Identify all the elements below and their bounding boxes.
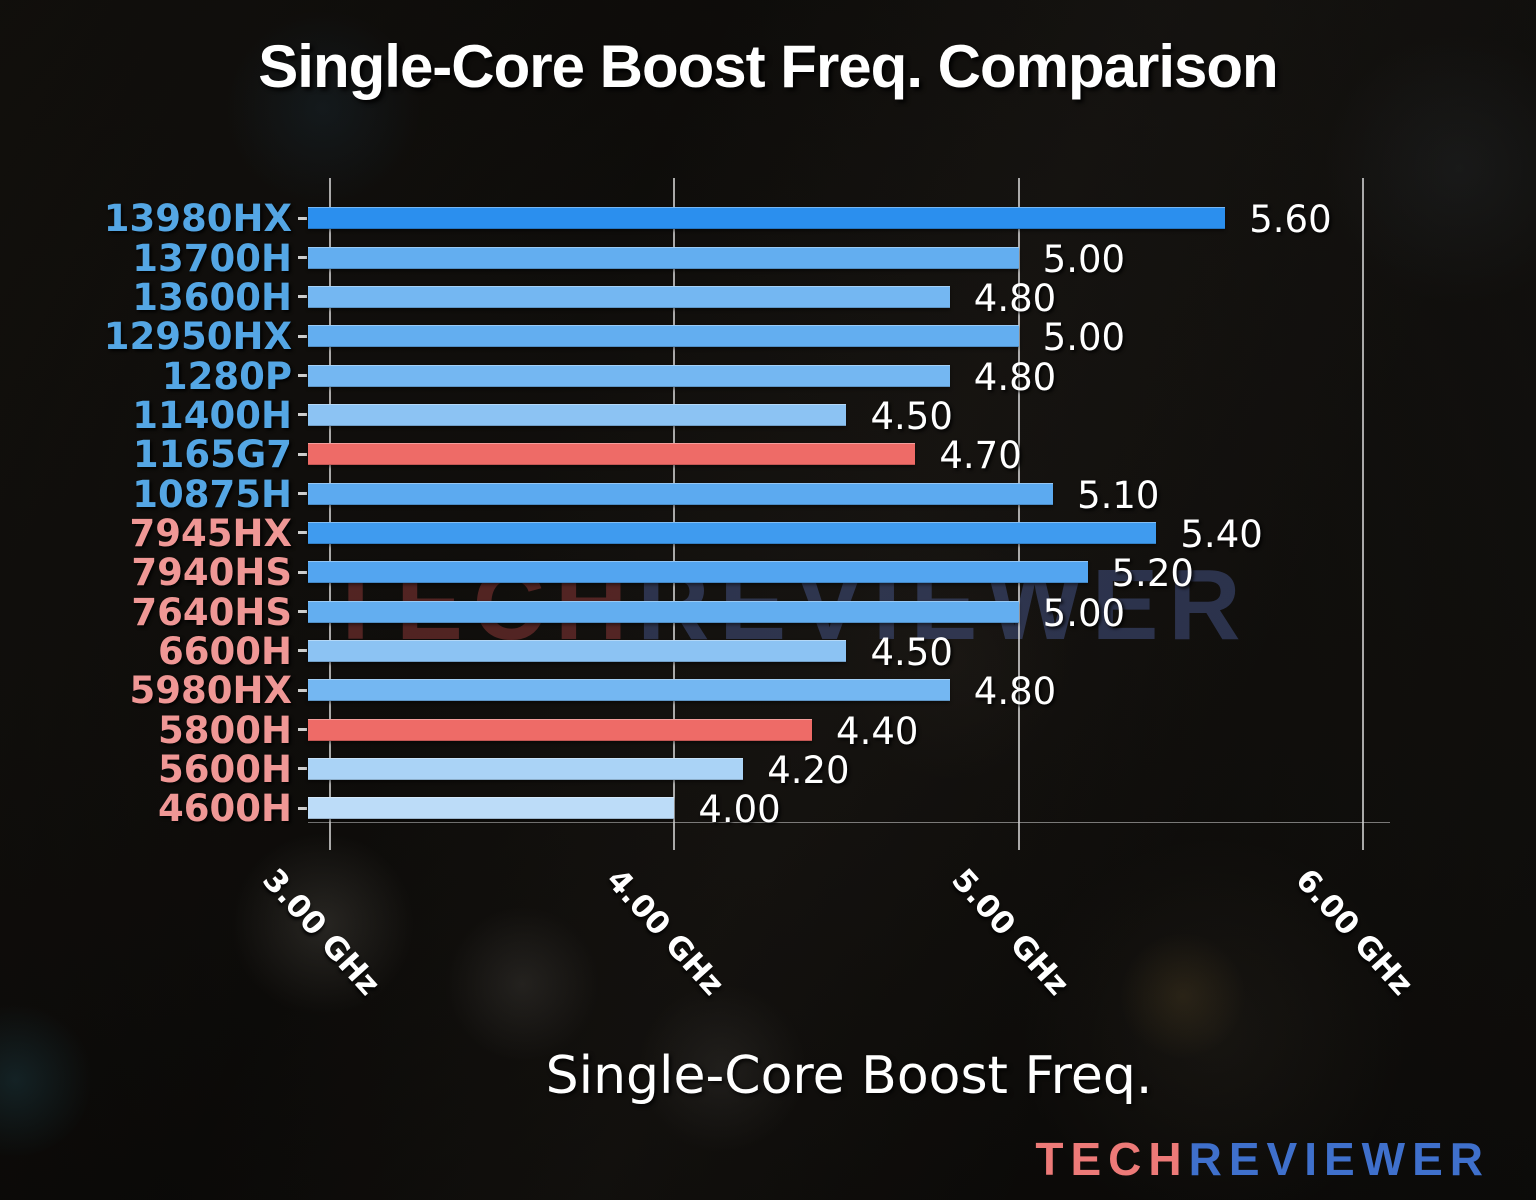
y-tick [298,413,307,417]
category-label-6600h: 6600H [158,629,292,673]
value-label-13600h: 4.80 [973,276,1057,320]
category-label-12950hx: 12950HX [103,315,292,359]
y-tick [298,649,307,653]
y-tick [298,295,307,299]
value-label-12950hx: 5.00 [1042,316,1126,360]
brand-logo-reviewer: REVIEWER [1188,1133,1490,1185]
y-tick [298,531,307,535]
category-label-7640hs: 7640HS [131,590,292,634]
category-label-4600h: 4600H [158,787,292,831]
value-label-11400h: 4.50 [870,394,953,438]
chart-title: Single-Core Boost Freq. Comparison [258,33,1278,100]
value-label-7945hx: 5.40 [1180,512,1263,556]
x-axis-line [308,822,1390,823]
category-label-13700h: 13700H [132,236,292,280]
category-label-5980hx: 5980HX [129,669,292,713]
x-tick-label: 3.00 GHz [255,862,387,1003]
y-tick [298,492,307,496]
value-label-4600h: 4.00 [698,788,781,832]
value-label-10875h: 5.10 [1077,473,1160,517]
category-label-11400h: 11400H [132,393,292,437]
x-tick-label: 5.00 GHz [943,862,1076,1003]
gridline-6ghz [1361,178,1364,850]
value-label-6600h: 4.50 [870,630,953,674]
y-tick [298,452,307,456]
category-label-1165g7: 1165G7 [132,433,292,477]
value-label-7640hs: 5.00 [1042,591,1126,635]
bar-11400h [308,403,847,426]
category-label-10875h: 10875H [132,472,292,516]
bar-5980hx [308,679,950,702]
brand-logo: TECHREVIEWER [1035,1132,1490,1186]
y-tick [298,728,307,732]
value-label-7940hs: 5.20 [1111,552,1194,596]
bar-13980hx [308,207,1226,230]
x-axis-title: Single-Core Boost Freq. [545,1046,1153,1106]
bar-1280p [308,364,950,387]
bar-13700h [308,246,1019,269]
category-label-13980hx: 13980HX [103,197,292,241]
category-label-1280p: 1280P [161,354,292,398]
gridline-4ghz [673,178,676,850]
bar-10875h [308,482,1054,505]
brand-logo-tech: TECH [1035,1133,1189,1185]
gridline-5ghz [1017,178,1020,850]
x-tick-label: 4.00 GHz [599,862,732,1003]
bar-5600h [308,757,744,780]
y-tick [298,610,307,614]
value-label-5980hx: 4.80 [973,670,1057,714]
category-label-13600h: 13600H [132,275,292,319]
bar-7945hx [308,521,1157,544]
bar-12950hx [308,325,1019,348]
y-tick [298,256,307,260]
y-tick [298,374,307,378]
value-label-5800h: 4.40 [836,709,919,753]
category-label-5800h: 5800H [158,708,292,752]
x-tick-label: 6.00 GHz [1288,862,1420,1003]
value-label-1280p: 4.80 [973,355,1057,399]
bar-1165g7 [308,443,916,466]
bar-13600h [308,285,950,308]
gridline-3ghz [329,178,331,850]
y-tick [298,806,307,810]
bar-7940hs [308,561,1088,584]
category-label-7945hx: 7945HX [129,511,292,555]
category-label-5600h: 5600H [158,747,292,791]
category-label-7940hs: 7940HS [131,551,292,595]
y-tick [298,767,307,771]
bar-7640hs [308,600,1019,623]
bar-6600h [308,639,847,662]
value-label-13700h: 5.00 [1042,237,1126,281]
y-tick [298,688,307,692]
value-label-5600h: 4.20 [767,748,850,792]
y-tick [298,216,307,220]
bar-5800h [308,718,813,741]
bar-4600h [308,797,675,820]
y-tick [298,334,307,338]
y-tick [298,570,307,574]
value-label-13980hx: 5.60 [1249,198,1332,242]
value-label-1165g7: 4.70 [939,434,1022,478]
